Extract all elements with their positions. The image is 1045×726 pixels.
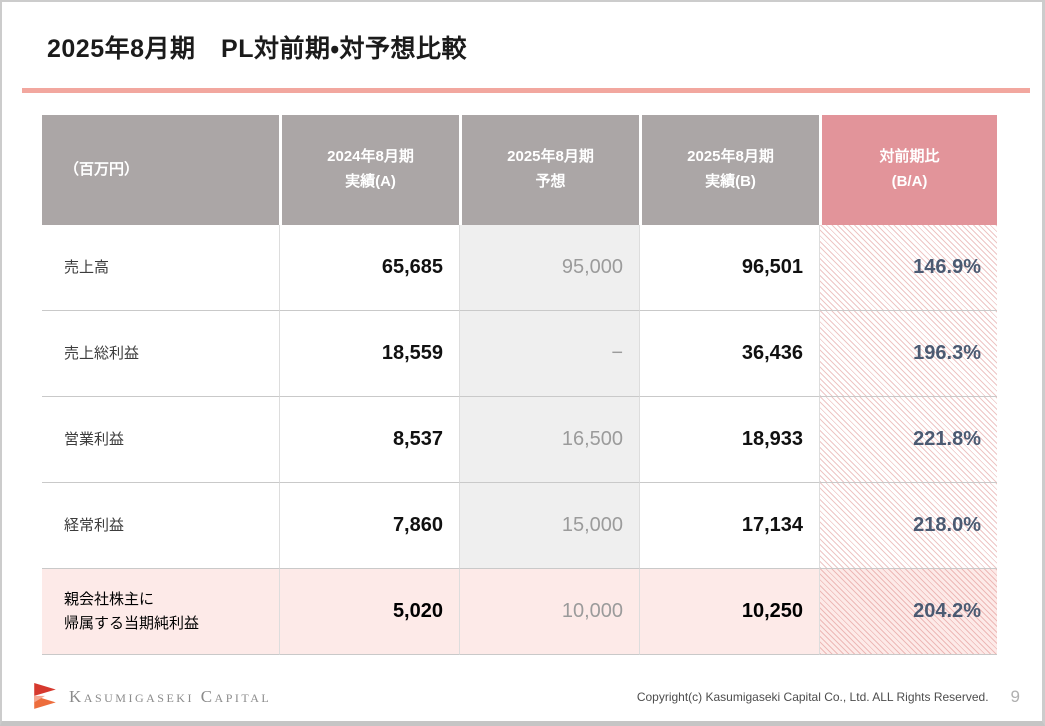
cell-yoy-ratio: 196.3% [819, 311, 997, 397]
cell-actual-b: 10,250 [639, 569, 819, 655]
brand-name: Kasumigaseki Capital [69, 687, 272, 706]
pl-comparison-table: （百万円） 2024年8月期 実績(A) 2025年8月期 予想 2025年8月… [42, 115, 997, 655]
cell-actual-a: 65,685 [279, 225, 459, 311]
cell-actual-b: 17,134 [639, 483, 819, 569]
row-label: 営業利益 [42, 397, 279, 483]
slide-footer: Kasumigaseki Capital Copyright(c) Kasumi… [2, 683, 1042, 711]
cell-actual-a: 5,020 [279, 569, 459, 655]
row-label: 売上高 [42, 225, 279, 311]
cell-actual-b: 96,501 [639, 225, 819, 311]
footer-right: Copyright(c) Kasumigaseki Capital Co., L… [637, 687, 1020, 707]
title-underline [22, 88, 1030, 93]
cell-actual-a: 8,537 [279, 397, 459, 483]
cell-yoy-ratio: 221.8% [819, 397, 997, 483]
copyright-text: Copyright(c) Kasumigaseki Capital Co., L… [636, 690, 989, 704]
table-header-actual-a: 2024年8月期 実績(A) [279, 115, 459, 225]
kasumigaseki-capital-logo-icon [34, 683, 56, 709]
page-number: 9 [1010, 687, 1020, 706]
row-label: 売上総利益 [42, 311, 279, 397]
cell-forecast: 15,000 [459, 483, 639, 569]
cell-yoy-ratio: 204.2% [819, 569, 997, 655]
cell-actual-b: 36,436 [639, 311, 819, 397]
cell-yoy-ratio: 146.9% [819, 225, 997, 311]
table-header-yoy-ratio: 対前期比 (B/A) [819, 115, 997, 225]
cell-forecast: 16,500 [459, 397, 639, 483]
row-label: 親会社株主に 帰属する当期純利益 [42, 569, 279, 655]
brand: Kasumigaseki Capital [32, 683, 271, 711]
cell-forecast: 10,000 [459, 569, 639, 655]
page-title: 2025年8月期 PL対前期・対予想比較 [47, 35, 467, 63]
cell-actual-a: 7,860 [279, 483, 459, 569]
cell-actual-b: 18,933 [639, 397, 819, 483]
table-header-unit: （百万円） [42, 115, 279, 225]
cell-forecast: − [459, 311, 639, 397]
cell-actual-a: 18,559 [279, 311, 459, 397]
cell-yoy-ratio: 218.0% [819, 483, 997, 569]
row-label: 経常利益 [42, 483, 279, 569]
cell-forecast: 95,000 [459, 225, 639, 311]
table-header-actual-b: 2025年8月期 実績(B) [639, 115, 819, 225]
table-header-forecast: 2025年8月期 予想 [459, 115, 639, 225]
